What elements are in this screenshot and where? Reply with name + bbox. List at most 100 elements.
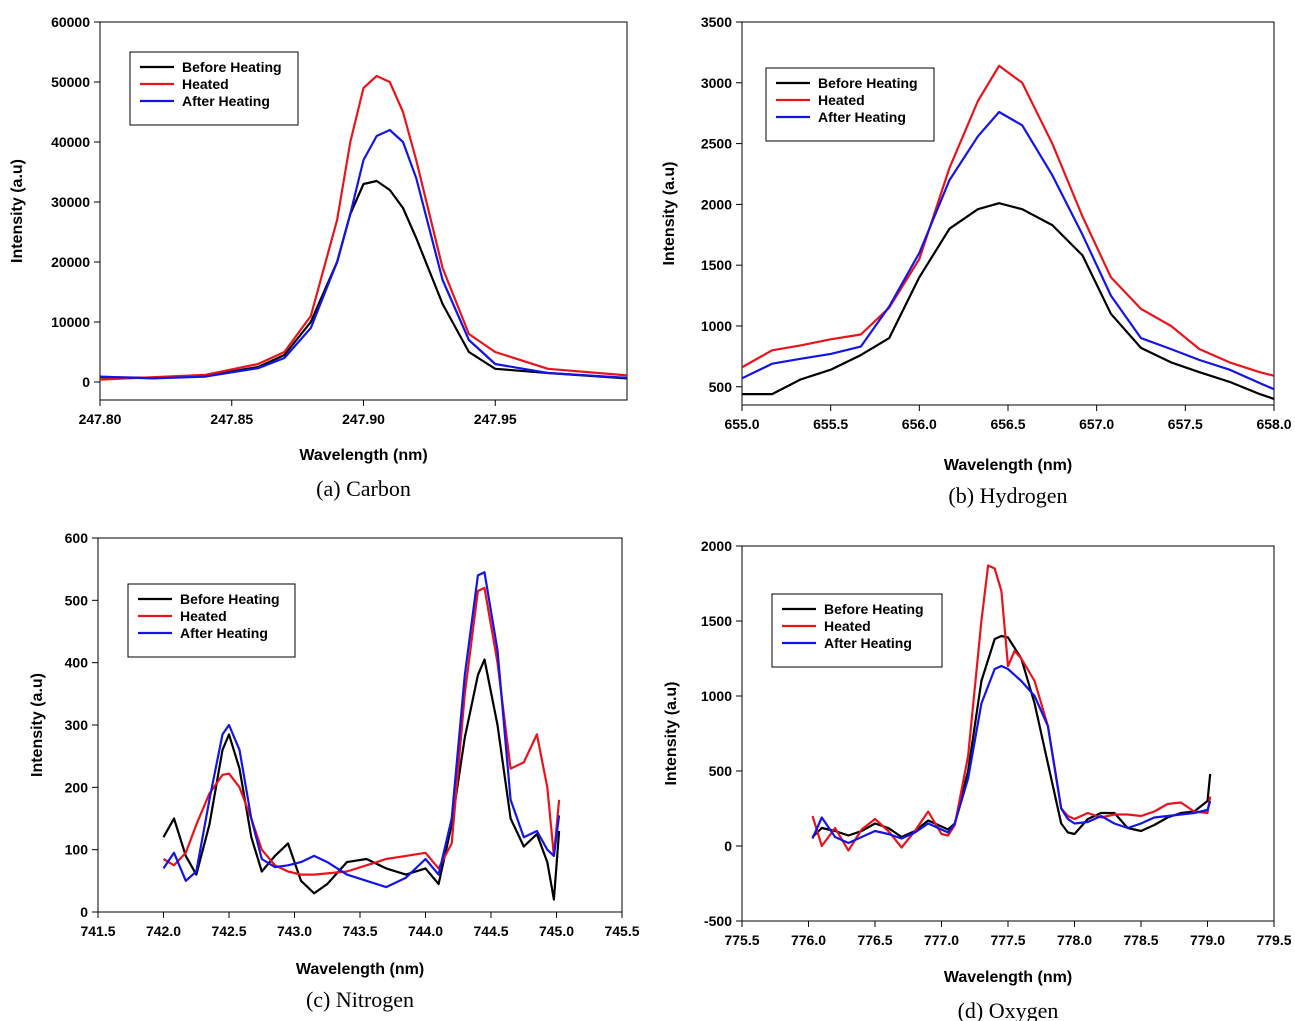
series-line-before-heating (100, 179, 627, 380)
panel-caption: (a) Carbon (316, 476, 411, 501)
x-axis-label: Wavelength (nm) (944, 969, 1072, 986)
legend-entry: After Heating (182, 93, 270, 109)
chart-panel-1: 0 10000 20000 30000 40000 50000 60000 247.80 247… (9, 14, 628, 501)
legend-entry: Before Heating (182, 59, 282, 75)
series-line-before-heating (742, 202, 1274, 400)
legend-entry: Heated (824, 618, 871, 634)
legend-entry: Before Heating (824, 601, 924, 617)
y-tick-label: 300 (65, 717, 89, 733)
y-tick-label: 100 (65, 842, 89, 858)
x-tick-label: 779.5 (1256, 932, 1291, 948)
y-tick-label: 0 (724, 838, 732, 854)
legend-entry: After Heating (818, 109, 906, 125)
chart-panel-3: 0 100 200 300 400 500 600 741.5 742.0 742.5 743.0 7… (29, 530, 640, 1012)
y-tick-label: 600 (65, 530, 89, 546)
x-tick-label: 656.0 (902, 416, 937, 432)
series-line-after-heating (100, 128, 627, 380)
x-tick-label: 657.5 (1168, 416, 1203, 432)
x-tick-label: 742.5 (211, 923, 246, 939)
y-tick-label: 0 (80, 904, 88, 920)
x-tick-label: 247.90 (342, 411, 385, 427)
y-tick-label: 20000 (51, 254, 90, 270)
series-line-after-heating (742, 110, 1274, 391)
panel-caption: (b) Hydrogen (948, 483, 1067, 508)
x-tick-label: 779.0 (1190, 932, 1225, 948)
legend-entry: After Heating (824, 635, 912, 651)
x-tick-label: 743.0 (277, 923, 312, 939)
x-tick-label: 742.0 (146, 923, 181, 939)
legend-entry: Before Heating (180, 591, 280, 607)
x-tick-label: 777.5 (990, 932, 1025, 948)
y-tick-label: 500 (709, 763, 733, 779)
panel-caption: (d) Oxygen (958, 998, 1059, 1021)
series-line-heated (742, 64, 1274, 377)
series-line-before-heating (162, 658, 561, 901)
series-line-after-heating (811, 664, 1212, 845)
x-tick-label: 247.80 (79, 411, 122, 427)
x-tick-label: 778.5 (1123, 932, 1158, 948)
x-tick-label: 741.5 (80, 923, 115, 939)
x-tick-label: 657.0 (1079, 416, 1114, 432)
y-axis-label: Intensity (a.u) (29, 673, 46, 777)
y-tick-label: 200 (65, 779, 89, 795)
x-tick-label: 745.0 (539, 923, 574, 939)
x-tick-label: 777.0 (924, 932, 959, 948)
x-tick-label: 776.0 (791, 932, 826, 948)
series-line-heated (100, 74, 627, 381)
series-line-after-heating (162, 571, 561, 889)
y-tick-label: 50000 (51, 74, 90, 90)
x-axis-label: Wavelength (nm) (299, 447, 427, 464)
y-tick-label: -500 (704, 913, 732, 929)
legend-entry: Heated (182, 76, 229, 92)
x-tick-label: 658.0 (1256, 416, 1291, 432)
series-line-heated (162, 586, 561, 876)
y-axis-label: Intensity (a.u) (661, 161, 678, 265)
legend-entry: Heated (180, 608, 227, 624)
y-tick-label: 30000 (51, 194, 90, 210)
y-tick-label: 2000 (701, 538, 732, 554)
x-tick-label: 776.5 (857, 932, 892, 948)
panel-caption: (c) Nitrogen (306, 987, 414, 1012)
y-tick-label: 0 (82, 374, 90, 390)
y-tick-label: 1500 (701, 613, 732, 629)
y-tick-label: 1000 (701, 688, 732, 704)
y-tick-label: 3000 (701, 75, 732, 91)
y-tick-label: 1000 (701, 318, 732, 334)
x-tick-label: 744.0 (408, 923, 443, 939)
x-tick-label: 655.5 (813, 416, 848, 432)
y-tick-label: 60000 (51, 14, 90, 30)
y-tick-label: 1500 (701, 257, 732, 273)
y-tick-label: 3500 (701, 14, 732, 30)
x-tick-label: 656.5 (990, 416, 1025, 432)
x-tick-label: 744.5 (473, 923, 508, 939)
y-tick-label: 500 (709, 379, 733, 395)
y-tick-label: 2500 (701, 136, 732, 152)
y-tick-label: 400 (65, 655, 89, 671)
y-tick-label: 500 (65, 592, 89, 608)
legend-box (765, 67, 935, 142)
x-tick-label: 247.95 (474, 411, 517, 427)
x-tick-label: 247.85 (210, 411, 253, 427)
y-tick-label: 10000 (51, 314, 90, 330)
y-axis-label: Intensity (a.u) (9, 159, 26, 263)
legend-entry: After Heating (180, 625, 268, 641)
legend-box (127, 583, 296, 658)
y-tick-label: 40000 (51, 134, 90, 150)
legend-entry: Heated (818, 92, 865, 108)
x-axis-label: Wavelength (nm) (944, 457, 1072, 474)
legend-box (129, 51, 299, 126)
x-tick-label: 655.0 (724, 416, 759, 432)
x-tick-label: 743.5 (342, 923, 377, 939)
chart-panel-2: 500 1000 1500 2000 2500 3000 3500 655.0 655.5 656… (661, 14, 1292, 508)
legend-box (771, 593, 943, 668)
series-line-heated (811, 564, 1212, 852)
y-tick-label: 2000 (701, 196, 732, 212)
chart-panel-4: -500 0 500 1000 1500 2000 775.5 776.0 776.5 777.0… (663, 538, 1292, 1021)
legend-entry: Before Heating (818, 75, 918, 91)
x-tick-label: 745.5 (604, 923, 639, 939)
x-tick-label: 775.5 (724, 932, 759, 948)
x-axis-label: Wavelength (nm) (296, 961, 424, 978)
y-axis-label: Intensity (a.u) (663, 681, 680, 785)
x-tick-label: 778.0 (1057, 932, 1092, 948)
